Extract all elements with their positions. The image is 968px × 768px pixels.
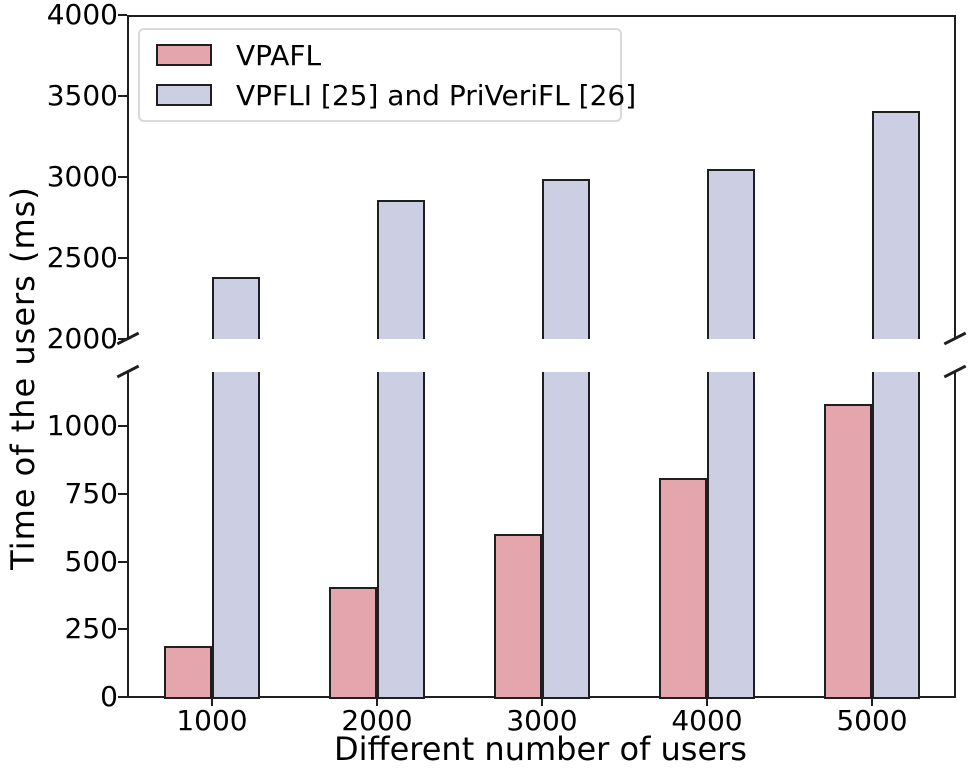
legend: VPAFL VPFLI [25] and PriVeriFL [26] xyxy=(138,28,636,122)
legend-label: VPAFL xyxy=(236,38,322,72)
x-tick-label: 1000 xyxy=(176,704,248,737)
y-tick-mark xyxy=(118,176,127,178)
x-tick-mark xyxy=(211,697,213,706)
legend-item: VPFLI [25] and PriVeriFL [26] xyxy=(156,78,636,112)
y-tick-label: 2000 xyxy=(46,322,118,355)
x-tick-label: 5000 xyxy=(836,704,908,737)
y-tick-mark xyxy=(118,95,127,97)
y-tick-mark xyxy=(118,561,127,563)
y-tick-label: 0 xyxy=(100,680,118,713)
bar-vpfli xyxy=(872,372,920,699)
top-spine xyxy=(127,15,956,17)
right-spine-top-panel xyxy=(954,15,956,339)
x-tick-label: 3000 xyxy=(506,704,578,737)
y-tick-mark xyxy=(118,425,127,427)
bar-vpfli xyxy=(707,169,755,339)
x-tick-label: 4000 xyxy=(671,704,743,737)
bar-vpafl xyxy=(659,478,707,699)
x-tick-label: 2000 xyxy=(341,704,413,737)
y-tick-label: 3000 xyxy=(46,160,118,193)
left-spine-top-panel xyxy=(127,15,129,339)
y-tick-label: 250 xyxy=(64,612,118,645)
bar-vpafl xyxy=(164,646,212,699)
y-tick-label: 750 xyxy=(64,477,118,510)
y-tick-label: 3500 xyxy=(46,79,118,112)
y-tick-mark xyxy=(118,493,127,495)
x-tick-mark xyxy=(706,697,708,706)
y-tick-label: 4000 xyxy=(46,0,118,31)
bar-vpafl xyxy=(329,587,377,699)
y-tick-label: 2500 xyxy=(46,241,118,274)
legend-swatch xyxy=(156,44,212,66)
y-tick-label: 1000 xyxy=(46,409,118,442)
bar-vpfli xyxy=(377,200,425,339)
bar-vpafl xyxy=(494,534,542,699)
y-tick-mark xyxy=(118,696,127,698)
y-tick-mark xyxy=(118,338,127,340)
bar-vpfli xyxy=(377,372,425,699)
bar-vpfli xyxy=(707,372,755,699)
y-tick-label: 500 xyxy=(64,545,118,578)
legend-item: VPAFL xyxy=(156,38,604,72)
legend-swatch xyxy=(156,84,212,106)
bar-vpfli xyxy=(542,372,590,699)
y-tick-mark xyxy=(118,628,127,630)
y-tick-mark xyxy=(118,14,127,16)
y-tick-mark xyxy=(118,257,127,259)
y-axis-title: Time of the users (ms) xyxy=(4,186,43,570)
legend-label: VPFLI [25] and PriVeriFL [26] xyxy=(236,78,637,112)
x-tick-mark xyxy=(871,697,873,706)
x-tick-mark xyxy=(376,697,378,706)
bar-vpfli xyxy=(212,277,260,339)
bar-vpfli xyxy=(212,372,260,699)
bar-vpafl xyxy=(824,404,872,699)
x-tick-mark xyxy=(541,697,543,706)
bar-vpfli xyxy=(542,179,590,339)
left-spine-bottom-panel xyxy=(127,372,129,698)
x-axis-title: Different number of users xyxy=(334,730,747,768)
bar-vpfli xyxy=(872,111,920,339)
right-spine-bottom-panel xyxy=(954,372,956,698)
